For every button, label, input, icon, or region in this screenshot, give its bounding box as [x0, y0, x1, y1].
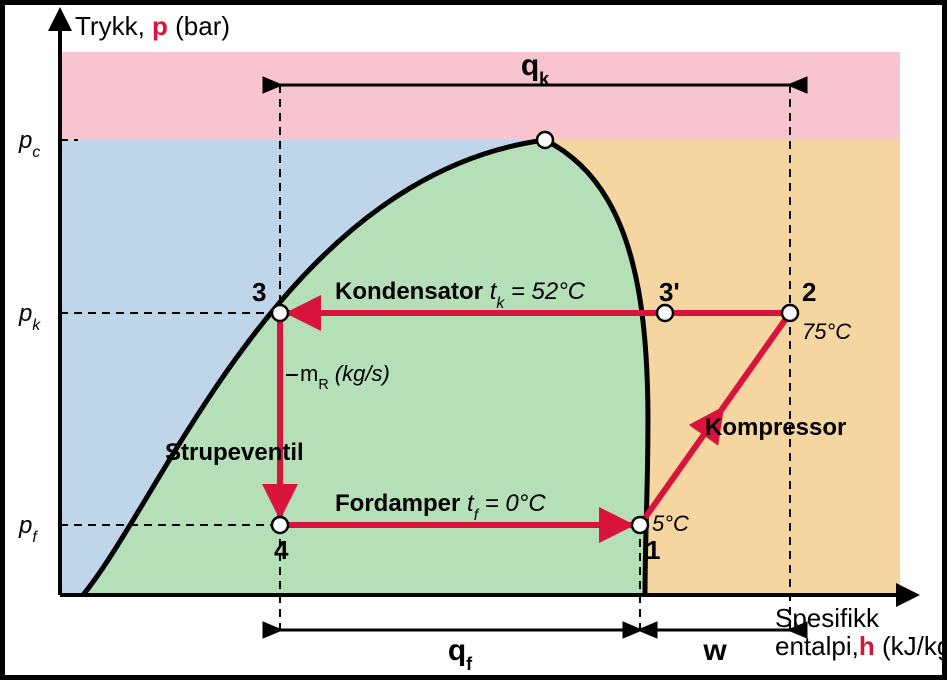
ph-diagram-svg: Trykk, p (bar) Spesifikkentalpi,h (kJ/kg)… [5, 5, 942, 675]
point-3prime [657, 305, 673, 321]
pt-label-2: 2 [802, 277, 816, 307]
label-kompressor: Kompressor [705, 414, 846, 441]
pt-label-3p: 3' [659, 277, 680, 307]
y-axis-title: Trykk, p (bar) [75, 11, 230, 41]
pt-label-3: 3 [252, 277, 266, 307]
x-axis-title-line1: Spesifikk [775, 603, 880, 633]
pt-temp-2: 75°C [802, 319, 851, 344]
x-axis-title-line2: entalpi,h (kJ/kg) [775, 631, 942, 661]
point-4 [272, 517, 288, 533]
region-supercritical [60, 52, 900, 140]
point-critical [537, 132, 553, 148]
point-3 [272, 305, 288, 321]
diagram-container: Trykk, p (bar) Spesifikkentalpi,h (kJ/kg)… [0, 0, 947, 680]
tick-c: pc [18, 127, 40, 161]
label-qf: qf [448, 634, 473, 674]
point-1 [632, 517, 648, 533]
pt-label-4: 4 [274, 535, 289, 565]
tick-k: pk [18, 300, 41, 334]
label-strupeventil: Strupeventil [165, 439, 304, 466]
label-w: w [702, 634, 727, 667]
pt-temp-1: 5°C [652, 511, 689, 536]
pt-label-1: 1 [646, 535, 660, 565]
tick-f: pf [18, 512, 38, 546]
point-2 [782, 305, 798, 321]
